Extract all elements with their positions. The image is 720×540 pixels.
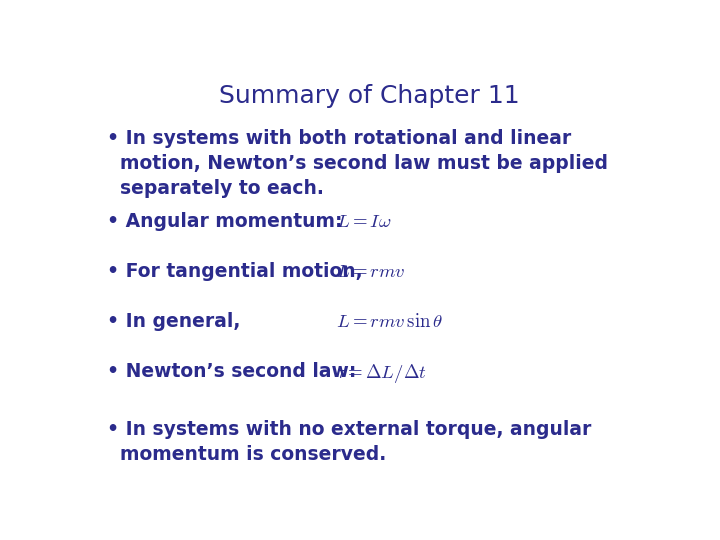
- Text: • For tangential motion,: • For tangential motion,: [107, 262, 362, 281]
- Text: • Angular momentum:: • Angular momentum:: [107, 212, 342, 232]
- Text: • In general,: • In general,: [107, 312, 240, 331]
- Text: Summary of Chapter 11: Summary of Chapter 11: [219, 84, 519, 107]
- Text: $L = I\omega$: $L = I\omega$: [336, 212, 391, 232]
- Text: $\tau = \Delta L/\Delta t$: $\tau = \Delta L/\Delta t$: [336, 362, 426, 385]
- Text: $L = rmv$: $L = rmv$: [336, 262, 405, 281]
- Text: $L = rmv\,\sin\theta$: $L = rmv\,\sin\theta$: [336, 312, 443, 331]
- Text: • In systems with no external torque, angular
  momentum is conserved.: • In systems with no external torque, an…: [107, 420, 591, 464]
- Text: • In systems with both rotational and linear
  motion, Newton’s second law must : • In systems with both rotational and li…: [107, 129, 608, 198]
- Text: • Newton’s second law:: • Newton’s second law:: [107, 362, 356, 381]
